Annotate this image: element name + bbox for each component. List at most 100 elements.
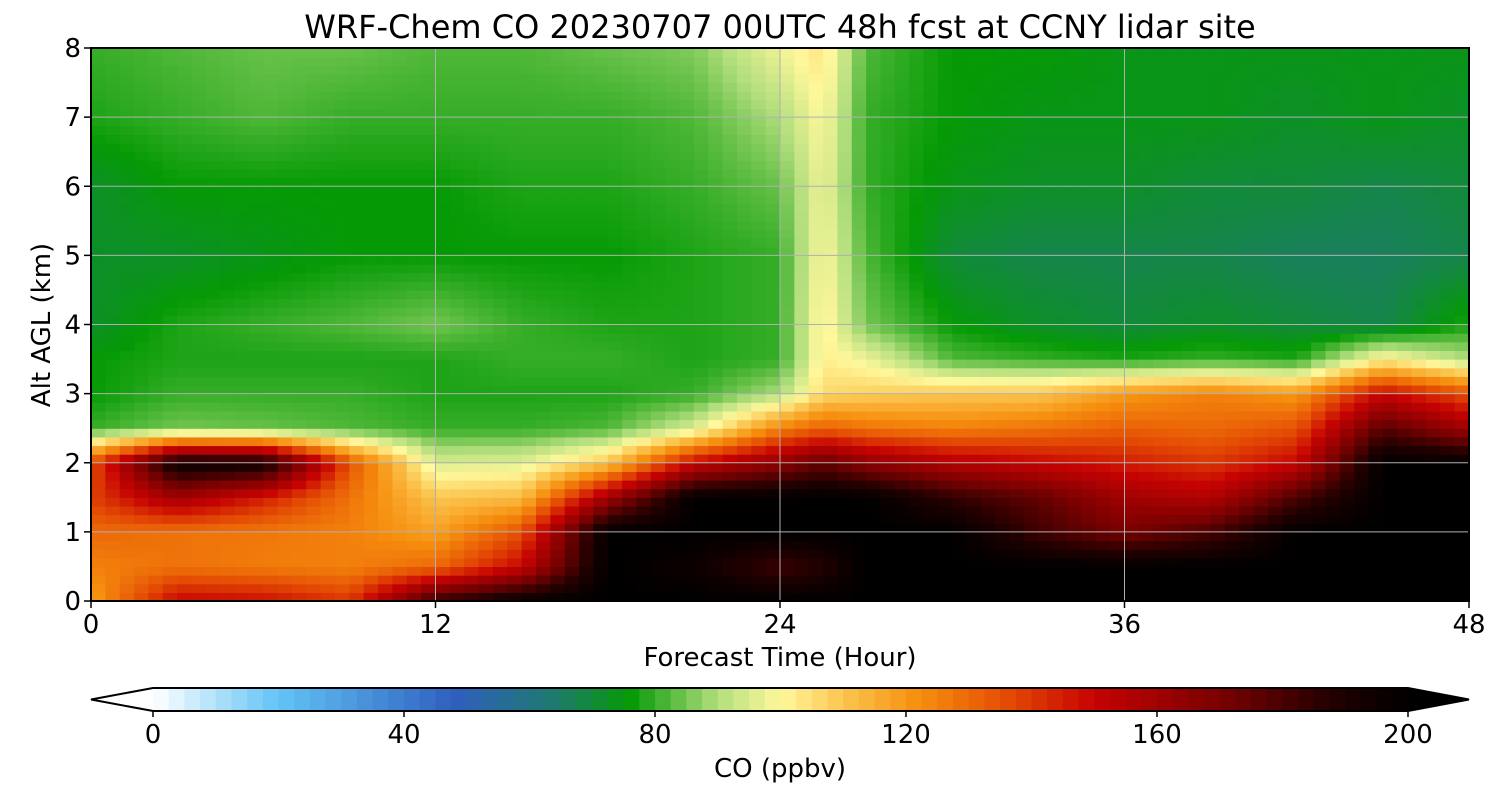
heatmap-cell [650,445,666,455]
heatmap-cell [909,376,925,386]
heatmap-cell [421,289,437,300]
heatmap-cell [1368,229,1384,239]
heatmap-cell [349,505,365,516]
heatmap-cell [837,557,853,568]
heatmap-cell [980,194,996,205]
heatmap-cell [177,350,193,360]
heatmap-cell [923,540,939,550]
heatmap-cell [1038,471,1054,481]
heatmap-cell [378,419,394,429]
heatmap-cell [492,428,508,438]
heatmap-cell [392,350,408,360]
heatmap-cell [780,514,795,524]
heatmap-cell [550,307,566,317]
heatmap-cell [579,488,594,498]
heatmap-cell [622,497,638,507]
heatmap-cell [1124,557,1140,568]
heatmap-cell [449,367,465,377]
heatmap-cell [1397,281,1413,291]
heatmap-cell [105,194,121,205]
heatmap-cell [1253,212,1269,222]
heatmap-cell [1253,246,1269,256]
heatmap-cell [550,229,566,239]
heatmap-cell [1368,151,1384,161]
heatmap-cell [248,177,264,187]
heatmap-cell [435,272,451,282]
heatmap-cell [693,315,709,326]
heatmap-cell [435,445,451,455]
heatmap-cell [248,298,264,308]
heatmap-cell [1440,583,1456,593]
heatmap-cell [780,480,795,490]
heatmap-cell [607,177,623,187]
heatmap-cell [220,480,236,490]
heatmap-cell [851,151,867,161]
heatmap-cell [952,168,968,179]
heatmap-cell [435,194,451,205]
heatmap-cell [866,402,882,412]
heatmap-cell [1067,289,1083,300]
heatmap-cell [1268,505,1283,516]
heatmap-cell [492,419,508,429]
heatmap-cell [593,264,609,274]
heatmap-cell [1425,445,1441,455]
heatmap-cell [1081,229,1097,239]
heatmap-cell [105,557,121,568]
heatmap-cell [636,324,652,334]
heatmap-cell [392,186,408,196]
heatmap-cell [851,315,867,326]
heatmap-cell [808,497,824,507]
heatmap-cell [579,194,594,205]
heatmap-cell [851,488,867,498]
heatmap-cell [722,488,738,498]
heatmap-cell [507,583,523,593]
heatmap-cell [263,419,279,429]
heatmap-cell [1009,393,1025,403]
heatmap-cell [894,445,910,455]
heatmap-cell [1024,410,1039,421]
heatmap-cell [162,246,178,256]
heatmap-cell [378,151,394,161]
heatmap-cell [291,307,307,317]
heatmap-cell [177,549,193,559]
heatmap-cell [1110,229,1126,239]
heatmap-cell [191,428,207,438]
heatmap-cell [464,384,480,395]
heatmap-cell [679,238,695,248]
heatmap-cell [1110,315,1126,326]
heatmap-cell [363,186,379,196]
heatmap-cell [1397,255,1413,265]
heatmap-cell [1210,333,1226,343]
heatmap-cell [851,264,867,274]
heatmap-cell [119,168,135,179]
heatmap-cell [134,549,150,559]
heatmap-cell [1282,384,1298,395]
heatmap-cell [1024,402,1039,412]
heatmap-cell [1354,488,1370,498]
heatmap-cell [1325,531,1341,542]
heatmap-cell [335,333,350,343]
heatmap-cell [1067,160,1083,170]
heatmap-cell [248,359,264,369]
heatmap-cell [464,488,480,498]
heatmap-cell [1253,341,1269,352]
heatmap-cell [1382,445,1398,455]
heatmap-cell [550,531,566,542]
heatmap-cell [808,238,824,248]
heatmap-cell [765,462,781,472]
heatmap-cell [593,592,609,602]
heatmap-cell [1296,514,1312,524]
heatmap-cell [177,264,193,274]
heatmap-cell [105,462,121,472]
heatmap-cell [823,341,839,352]
heatmap-cell [923,523,939,533]
heatmap-cell [1354,393,1370,403]
heatmap-cell [1282,341,1298,352]
heatmap-cell [894,454,910,464]
heatmap-cell [823,575,839,585]
heatmap-cell [1138,212,1154,222]
heatmap-cell [593,454,609,464]
heatmap-cell [1454,238,1470,248]
heatmap-cell [550,212,566,222]
heatmap-cell [421,367,437,377]
